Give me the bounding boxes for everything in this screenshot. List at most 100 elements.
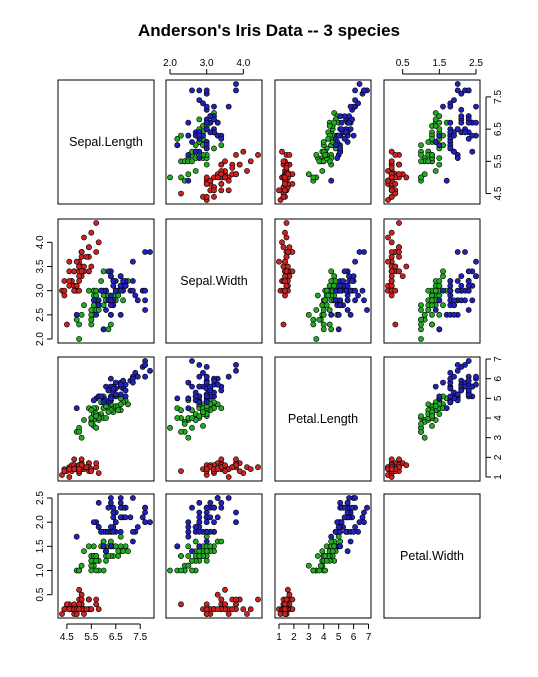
data-point xyxy=(337,113,344,120)
data-point xyxy=(90,397,97,404)
data-point xyxy=(280,321,287,328)
data-point xyxy=(95,499,102,506)
data-point xyxy=(473,258,479,265)
tick-label: 2 xyxy=(291,632,297,643)
data-point xyxy=(320,311,327,318)
data-point xyxy=(86,268,92,275)
data-point xyxy=(233,171,239,178)
data-point xyxy=(436,278,443,284)
data-point xyxy=(440,103,446,110)
data-point xyxy=(388,249,395,255)
data-point xyxy=(76,273,82,280)
data-point xyxy=(88,263,95,270)
data-point xyxy=(207,543,214,550)
data-point xyxy=(436,311,443,318)
variable-label: Sepal.Width xyxy=(180,274,247,288)
data-point xyxy=(189,358,195,364)
panel-frame xyxy=(383,79,481,205)
data-point xyxy=(147,249,153,255)
data-point xyxy=(233,87,239,94)
panel-frame xyxy=(57,356,155,482)
tick-label: 3.5 xyxy=(35,259,46,273)
data-point xyxy=(105,268,112,275)
data-point xyxy=(178,407,184,414)
tick-label: 1 xyxy=(493,474,504,480)
data-point xyxy=(203,126,210,133)
data-point xyxy=(200,422,206,429)
data-point xyxy=(112,287,119,294)
data-point xyxy=(225,373,232,380)
data-point xyxy=(283,253,290,260)
data-point xyxy=(196,87,203,94)
data-point xyxy=(465,307,472,313)
data-point xyxy=(78,311,85,318)
data-point xyxy=(331,119,338,126)
data-point xyxy=(108,311,114,318)
data-point xyxy=(125,548,131,555)
data-point xyxy=(462,297,468,304)
data-point xyxy=(359,287,366,294)
data-point xyxy=(284,249,291,255)
data-point xyxy=(429,135,435,142)
data-point xyxy=(78,562,85,569)
data-point xyxy=(185,171,192,178)
panel-sepal-width-vs-petal-length xyxy=(274,218,372,344)
data-point xyxy=(203,379,210,386)
data-point xyxy=(454,81,461,87)
data-point xyxy=(66,466,73,472)
data-point xyxy=(108,375,114,382)
data-point xyxy=(454,391,461,398)
data-point xyxy=(473,273,479,280)
data-point xyxy=(73,258,80,265)
data-point xyxy=(233,81,239,87)
data-point xyxy=(465,282,472,289)
data-point xyxy=(93,596,100,603)
data-point xyxy=(432,110,439,116)
data-point xyxy=(73,405,80,412)
data-point xyxy=(454,367,461,374)
data-point xyxy=(282,278,288,284)
data-point xyxy=(247,606,254,613)
data-point xyxy=(211,103,217,110)
data-point xyxy=(90,297,97,304)
data-point xyxy=(167,174,173,181)
data-point xyxy=(105,409,112,415)
data-point xyxy=(465,387,472,394)
data-point xyxy=(462,129,468,136)
data-point xyxy=(282,258,288,265)
data-point xyxy=(352,495,358,501)
data-point xyxy=(185,132,192,139)
data-point xyxy=(320,307,327,313)
data-point xyxy=(388,193,395,200)
data-point xyxy=(392,287,399,294)
data-point xyxy=(100,399,107,406)
data-point xyxy=(451,148,457,155)
panel-petal-length-vs-sepal-length xyxy=(57,356,155,482)
panel-frame xyxy=(274,79,372,205)
data-point xyxy=(462,383,468,390)
data-point xyxy=(196,155,203,161)
data-point xyxy=(429,302,435,309)
data-point xyxy=(88,311,95,318)
data-point xyxy=(112,519,119,526)
data-point xyxy=(134,297,141,304)
data-point xyxy=(385,258,391,265)
data-point xyxy=(174,135,181,142)
data-point xyxy=(322,151,329,158)
data-point xyxy=(207,129,214,136)
data-point xyxy=(341,135,348,142)
data-point xyxy=(432,287,439,294)
data-point xyxy=(305,562,312,569)
data-point xyxy=(388,229,395,236)
data-point xyxy=(432,383,439,390)
data-point xyxy=(447,393,454,400)
data-point xyxy=(385,234,391,241)
data-point xyxy=(328,326,335,333)
data-point xyxy=(103,307,109,313)
data-point xyxy=(86,287,92,294)
data-point xyxy=(189,383,195,390)
data-point xyxy=(361,87,367,94)
data-point xyxy=(127,514,134,521)
data-point xyxy=(323,302,330,309)
data-point xyxy=(458,106,465,113)
